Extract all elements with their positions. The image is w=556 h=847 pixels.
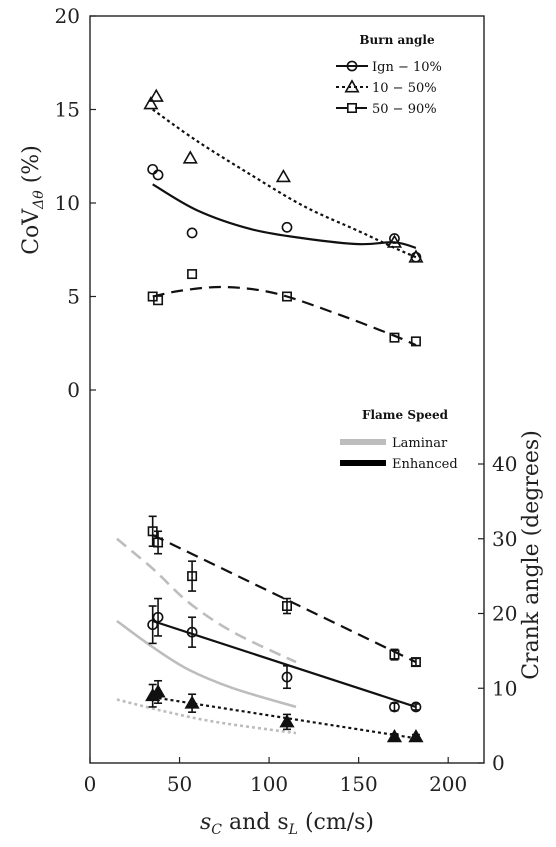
bottom-legend: Flame Speed Laminar Enhanced — [340, 408, 458, 472]
x-label-sub1: C — [211, 822, 222, 838]
top-point-1-1 — [147, 163, 159, 175]
bottom-legend-label-1: Laminar — [392, 436, 448, 451]
enhanced-series-3 — [145, 679, 424, 743]
top-y-tick-label-5: 20 — [55, 4, 80, 28]
enhanced-point-2-6 — [410, 701, 422, 713]
enhanced-point-1-5 — [389, 649, 400, 660]
enhanced-series-1 — [147, 515, 421, 668]
enhanced-point-1-4 — [281, 601, 292, 612]
enhanced-point-3-6 — [408, 729, 424, 743]
enhanced-series-2 — [147, 597, 422, 713]
enhanced-point-3-5 — [386, 729, 403, 743]
bottom-legend-title: Flame Speed — [362, 408, 449, 422]
top-point-2-1 — [143, 96, 159, 110]
enhanced-point-1-2 — [153, 537, 164, 548]
top-point-2-2 — [148, 88, 164, 102]
top-point-3-6 — [410, 336, 421, 347]
x-tick-label-4: 150 — [340, 772, 378, 796]
enhanced-point-2-5 — [389, 701, 400, 713]
enhanced-point-2-2 — [152, 611, 164, 623]
x-label-s1: s — [200, 810, 211, 835]
top-point-2-3 — [182, 150, 198, 164]
x-tick-label-2: 50 — [167, 772, 192, 796]
x-tick-label-1: 0 — [84, 772, 97, 796]
top-fit-line-2 — [152, 108, 417, 259]
top-legend-title: Burn angle — [359, 33, 435, 47]
laminar-line-3 — [116, 698, 297, 735]
enhanced-point-1-6 — [410, 657, 421, 668]
top-legend: Burn angle Ign − 10% 10 − 50% 50 − 90% — [336, 33, 442, 117]
bottom-y-axis-label: Crank angle (degrees) — [519, 430, 544, 680]
x-label-sub2: L — [288, 822, 298, 838]
top-y-label-main: CoV — [19, 208, 44, 255]
bottom-y-tick-label-5: 40 — [492, 452, 517, 476]
top-point-3-2 — [153, 295, 164, 306]
top-fit-line-1 — [152, 183, 417, 249]
top-point-2-6 — [408, 249, 424, 263]
top-fit-line-3 — [152, 285, 417, 347]
top-point-1-4 — [281, 221, 293, 233]
enhanced-point-3-4 — [279, 714, 295, 728]
bottom-y-tick-label-4: 30 — [492, 527, 517, 551]
top-legend-label-1: Ign − 10% — [372, 60, 442, 75]
top-legend-label-2: 10 − 50% — [372, 81, 437, 96]
top-legend-label-3: 50 − 90% — [372, 102, 437, 117]
top-series-2 — [143, 88, 424, 263]
bottom-y-tick-label-3: 20 — [492, 602, 517, 626]
x-label-end: (cm/s) — [298, 810, 374, 835]
laminar-line-1 — [116, 537, 297, 664]
enhanced-fit-line-2 — [152, 619, 417, 708]
top-series-3 — [147, 269, 421, 347]
enhanced-fit-line-1 — [152, 534, 417, 664]
enhanced-point-2-4 — [281, 671, 293, 683]
top-y-label-end: (%) — [19, 145, 44, 190]
laminar-line-2 — [116, 619, 297, 709]
top-y-label-sub: Δθ — [31, 190, 47, 210]
top-legend-marker-3 — [346, 103, 357, 114]
bottom-y-tick-label-2: 10 — [492, 676, 517, 700]
x-axis-label: sC and sL (cm/s) — [200, 810, 374, 838]
top-point-3-3 — [187, 269, 198, 280]
plot-frame — [89, 15, 485, 764]
enhanced-point-1-3 — [187, 571, 198, 582]
plot-area — [89, 15, 485, 764]
top-point-2-4 — [275, 169, 291, 183]
bottom-y-tick-label-1: 0 — [492, 751, 505, 775]
x-tick-label-5: 200 — [429, 772, 467, 796]
top-point-2-5 — [386, 234, 403, 248]
top-point-1-5 — [389, 233, 400, 244]
top-point-3-4 — [281, 291, 292, 302]
enhanced-point-2-3 — [186, 626, 198, 638]
top-legend-marker-2 — [344, 79, 360, 93]
top-point-3-5 — [389, 332, 400, 343]
top-y-tick-label-2: 5 — [67, 285, 80, 309]
enhanced-point-3-3 — [184, 695, 200, 709]
top-y-tick-label-4: 15 — [55, 98, 80, 122]
top-legend-marker-1 — [346, 60, 358, 72]
top-point-1-2 — [152, 169, 164, 181]
x-label-mid: and s — [222, 810, 289, 835]
top-y-tick-label-1: 0 — [67, 378, 80, 402]
top-point-1-3 — [186, 227, 198, 239]
bottom-legend-label-2: Enhanced — [392, 457, 458, 472]
x-tick-label-3: 100 — [250, 772, 288, 796]
top-y-axis-label: CoVΔθ (%) — [19, 145, 47, 255]
enhanced-point-3-2 — [150, 684, 166, 698]
top-y-tick-label-3: 10 — [55, 191, 80, 215]
